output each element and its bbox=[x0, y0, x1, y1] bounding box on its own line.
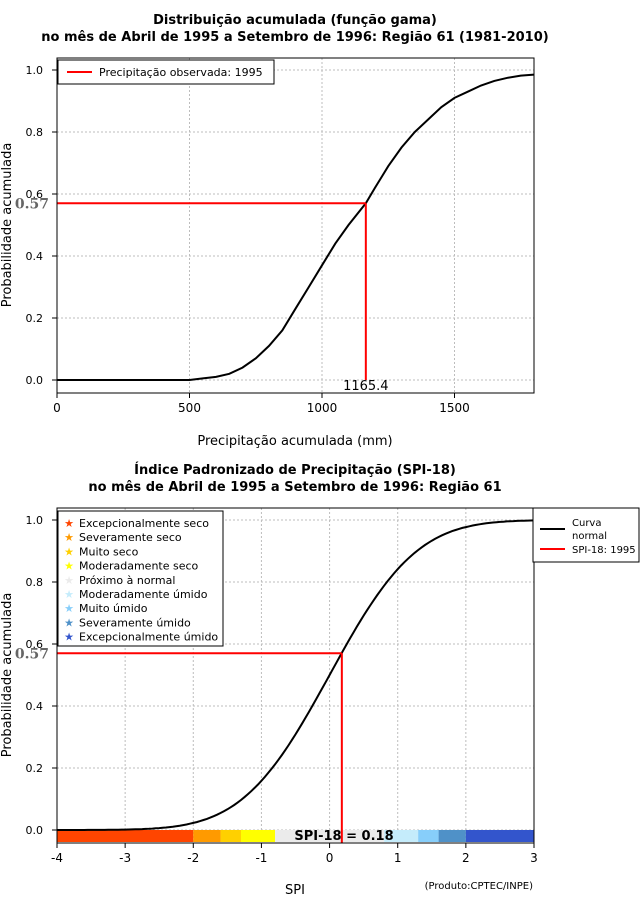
chart1-marks: 0.57 1165.4 bbox=[15, 73, 535, 394]
chart2-category-label: Severamente seco bbox=[79, 531, 182, 544]
chart2-legend-label-observed: SPI-18: 1995 bbox=[572, 545, 636, 556]
credit-text: (Produto:CPTEC/INPE) bbox=[425, 881, 533, 892]
chart1-gamma-curve bbox=[57, 73, 535, 381]
chart2-category-bands bbox=[57, 830, 534, 842]
chart2-plot-frame bbox=[56, 507, 535, 844]
chart2-category-swatch: ★ bbox=[64, 545, 74, 558]
chart1-x-tick-label: 1500 bbox=[439, 401, 470, 415]
chart1-axes: 0 500 1000 1500 0.0 0.2 0.4 0.6 0.8 1.0 bbox=[26, 64, 470, 415]
chart2-y-tick-label: 0.8 bbox=[26, 576, 44, 589]
chart2-marks: 0.57 bbox=[15, 519, 535, 843]
chart2-category-swatch: ★ bbox=[64, 616, 74, 629]
chart1-observed-probability-label: 0.57 bbox=[15, 196, 49, 212]
chart2-category-swatch: ★ bbox=[64, 574, 74, 587]
chart2-category-band bbox=[275, 830, 385, 842]
chart2-category-band bbox=[193, 830, 221, 842]
chart2-x-tick-label: 0 bbox=[326, 851, 334, 865]
chart2-x-tick-label: -4 bbox=[51, 851, 63, 865]
chart2-category-band bbox=[384, 830, 419, 842]
chart2-category-swatch: ★ bbox=[64, 588, 74, 601]
chart1-y-tick-label: 0.4 bbox=[26, 250, 44, 263]
chart2-x-tick-label: -2 bbox=[187, 851, 199, 865]
chart2-category-band bbox=[465, 830, 534, 842]
chart2-normal-curve bbox=[57, 519, 535, 831]
chart1-x-tick-label: 1000 bbox=[307, 401, 338, 415]
chart1-grid bbox=[56, 58, 534, 393]
chart2-category-band bbox=[418, 830, 439, 842]
chart2-category-label: Severamente úmido bbox=[79, 616, 191, 629]
chart2-x-tick-label: 3 bbox=[530, 851, 538, 865]
chart2-legend-label-normal-2: normal bbox=[572, 531, 607, 542]
chart2-y-tick-label: 0.2 bbox=[26, 762, 44, 775]
chart2-y-axis-label: Probabilidade acumulada bbox=[0, 593, 15, 758]
chart1-legend-box bbox=[57, 59, 275, 85]
chart1-y-tick-label: 1.0 bbox=[26, 64, 44, 77]
chart2-line-legend: Curva normal SPI-18: 1995 bbox=[532, 507, 640, 563]
chart1-y-axis-label: Probabilidade acumulada bbox=[0, 143, 15, 308]
chart2-x-tick-label: -1 bbox=[255, 851, 267, 865]
chart2-x-tick-label: 2 bbox=[462, 851, 470, 865]
chart1-observed-precip-label: 1165.4 bbox=[343, 379, 389, 394]
chart2-category-legend: ★ Excepcionalmente seco ★ Severamente seco ★… bbox=[57, 510, 224, 647]
chart2-spi-value-label: SPI-18 = 0.18 bbox=[294, 829, 393, 844]
chart2-y-tick-label: 0.6 bbox=[26, 638, 44, 651]
chart2-y-tick-label: 0.4 bbox=[26, 700, 44, 713]
chart2-title-line2: no mês de Abril de 1995 a Setembro de 19… bbox=[88, 480, 501, 495]
chart2-category-label: Excepcionalmente úmido bbox=[79, 631, 218, 644]
chart1-y-tick-label: 0.0 bbox=[26, 374, 44, 387]
chart1-x-tick-label: 500 bbox=[178, 401, 201, 415]
chart1-y-tick-label: 0.8 bbox=[26, 126, 44, 139]
chart2-y-tick-label: 0.0 bbox=[26, 824, 44, 837]
chart1-title-line2: no mês de Abril de 1995 a Setembro de 19… bbox=[41, 30, 548, 45]
chart2-category-band bbox=[438, 830, 466, 842]
chart2-category-swatch: ★ bbox=[64, 560, 74, 573]
chart1-legend: Precipitação observada: 1995 bbox=[57, 59, 275, 85]
chart1-x-tick-label: 0 bbox=[53, 401, 61, 415]
chart2-category-label: Moderadamente úmido bbox=[79, 588, 208, 601]
chart2-category-band bbox=[220, 830, 241, 842]
chart2-x-axis-label: SPI bbox=[285, 883, 305, 898]
chart2-y-tick-label: 1.0 bbox=[26, 514, 44, 527]
chart2-category-band bbox=[57, 830, 194, 842]
chart1-legend-label: Precipitação observada: 1995 bbox=[99, 66, 263, 79]
chart2-category-label: Muito úmido bbox=[79, 602, 148, 615]
chart2-x-tick-label: -3 bbox=[119, 851, 131, 865]
chart2-category-label: Muito seco bbox=[79, 545, 139, 558]
chart2-category-legend-box bbox=[57, 510, 224, 647]
chart2-observed-probability-label: 0.57 bbox=[15, 646, 49, 662]
chart1-plot-frame bbox=[56, 57, 535, 394]
chart2-line-legend-box bbox=[532, 507, 640, 563]
chart2-category-label: Moderadamente seco bbox=[79, 560, 199, 573]
chart-spi: Índice Padronizado de Precipitação (SPI-… bbox=[0, 462, 640, 898]
chart2-title-line1: Índice Padronizado de Precipitação (SPI-… bbox=[134, 462, 456, 478]
chart2-category-swatch: ★ bbox=[64, 517, 74, 530]
chart2-category-label: Próximo à normal bbox=[79, 574, 175, 587]
chart2-x-tick-label: 1 bbox=[394, 851, 402, 865]
chart2-category-band bbox=[240, 830, 276, 842]
chart1-y-tick-label: 0.6 bbox=[26, 188, 44, 201]
chart2-legend-label-normal-1: Curva bbox=[572, 518, 601, 529]
chart2-category-swatch: ★ bbox=[64, 631, 74, 644]
chart-gamma-distribution: Distribuição acumulada (função gama) no … bbox=[0, 13, 549, 449]
chart1-y-tick-label: 0.2 bbox=[26, 312, 44, 325]
chart1-title-line1: Distribuição acumulada (função gama) bbox=[153, 13, 437, 28]
chart2-category-label: Excepcionalmente seco bbox=[79, 517, 209, 530]
chart1-x-axis-label: Precipitação acumulada (mm) bbox=[197, 434, 392, 449]
chart2-category-swatch: ★ bbox=[64, 602, 74, 615]
chart2-category-swatch: ★ bbox=[64, 531, 74, 544]
chart2-axes: -4 -3 -2 -1 0 1 2 3 0.0 0.2 0.4 0.6 0.8 1.0 bbox=[26, 514, 538, 865]
